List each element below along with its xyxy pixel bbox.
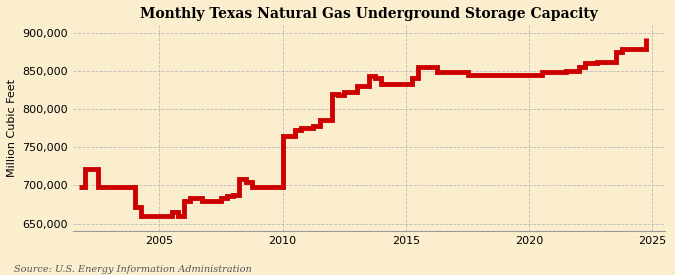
Text: Source: U.S. Energy Information Administration: Source: U.S. Energy Information Administ… bbox=[14, 265, 251, 274]
Title: Monthly Texas Natural Gas Underground Storage Capacity: Monthly Texas Natural Gas Underground St… bbox=[140, 7, 598, 21]
Y-axis label: Million Cubic Feet: Million Cubic Feet bbox=[7, 79, 17, 177]
